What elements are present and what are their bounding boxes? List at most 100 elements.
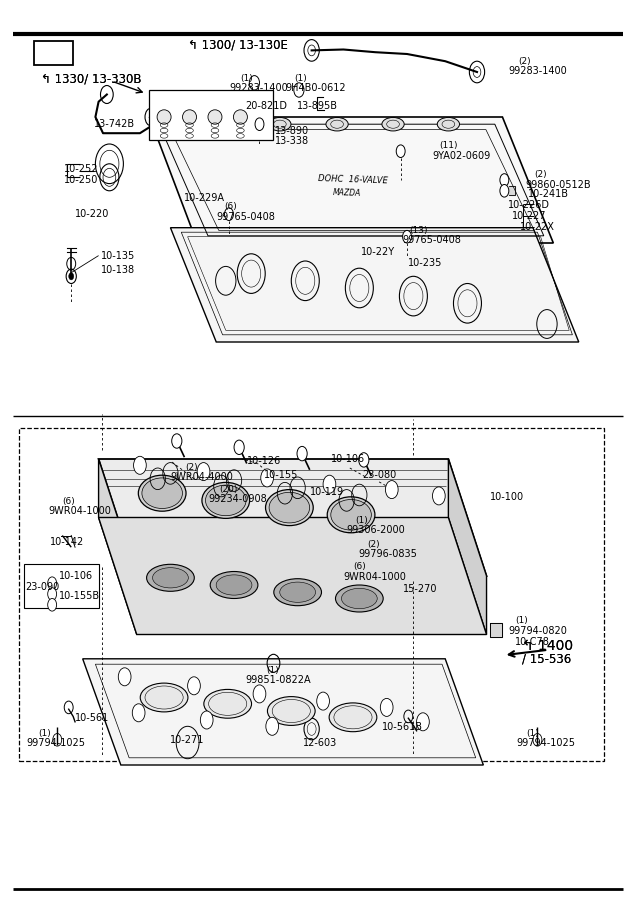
Polygon shape [490,623,502,637]
Text: 9YA02-0609: 9YA02-0609 [432,150,491,161]
Circle shape [297,446,307,461]
Text: (2): (2) [186,463,198,472]
Circle shape [396,145,405,158]
Ellipse shape [327,497,375,533]
Text: 12-603: 12-603 [303,738,337,749]
Text: 13-895B: 13-895B [297,101,338,112]
Text: 10-227: 10-227 [512,211,546,221]
Ellipse shape [183,110,197,124]
Circle shape [200,711,213,729]
Circle shape [294,83,304,97]
Text: 15-270: 15-270 [403,584,438,595]
Text: 10-561: 10-561 [75,713,109,724]
Text: 99283-1400: 99283-1400 [229,83,287,94]
Polygon shape [448,459,487,634]
Text: 23-080: 23-080 [363,470,397,481]
Text: 10-22Y: 10-22Y [361,247,396,257]
Text: 99794-1025: 99794-1025 [27,738,86,749]
Polygon shape [99,518,487,634]
Polygon shape [170,228,579,342]
Text: 10-106: 10-106 [331,454,365,464]
Text: 99794-0820: 99794-0820 [509,626,568,636]
Text: 10-100: 10-100 [490,491,524,502]
Circle shape [500,174,509,186]
Text: 10-155B: 10-155B [59,590,100,601]
Circle shape [48,598,57,611]
Text: 99851-0822A: 99851-0822A [245,675,311,686]
Circle shape [48,577,57,590]
Ellipse shape [269,492,310,523]
Circle shape [48,588,57,600]
Ellipse shape [266,490,314,526]
Text: 10-252: 10-252 [64,164,98,175]
Text: 13-890: 13-890 [275,125,309,136]
Circle shape [323,475,336,493]
Text: 10-220: 10-220 [75,209,109,220]
Text: 10-138: 10-138 [100,265,135,275]
Text: 9H4B0-0612: 9H4B0-0612 [285,83,345,94]
Text: 23-090: 23-090 [25,581,60,592]
Text: ↰ 1400: ↰ 1400 [522,639,572,653]
Text: / 15-536: / 15-536 [522,652,570,665]
Circle shape [380,698,393,716]
Circle shape [385,481,398,499]
Ellipse shape [140,683,188,712]
Bar [149,90,273,140]
Text: 10-142: 10-142 [50,536,84,547]
Ellipse shape [267,697,315,725]
Circle shape [132,704,145,722]
Polygon shape [83,659,483,765]
Ellipse shape [233,110,247,124]
Ellipse shape [215,118,237,131]
Text: (1): (1) [294,74,307,83]
Text: 10-271: 10-271 [170,734,205,745]
Text: (1): (1) [266,666,279,675]
Circle shape [317,692,329,710]
Ellipse shape [153,568,188,588]
Text: 10-250: 10-250 [64,175,98,185]
Bar [24,564,99,608]
Circle shape [249,76,259,90]
Text: ↰ 1330/ 13-330B: ↰ 1330/ 13-330B [41,73,142,86]
Ellipse shape [329,703,377,732]
Circle shape [403,230,411,243]
Polygon shape [99,459,487,576]
Text: 10-229A: 10-229A [184,193,225,203]
Text: 99796-0835: 99796-0835 [359,549,418,560]
Text: 13-742B: 13-742B [94,119,135,130]
Ellipse shape [216,575,252,595]
Text: 10-106: 10-106 [59,571,93,581]
Text: 13-338: 13-338 [275,136,309,147]
Text: (2): (2) [518,57,531,66]
Circle shape [261,469,273,487]
Circle shape [234,440,244,454]
Text: 10-561B: 10-561B [382,722,422,733]
Bar [19,428,604,760]
Text: (13): (13) [410,226,428,235]
Text: (1): (1) [38,729,51,738]
Circle shape [533,734,542,746]
Text: (1): (1) [355,516,368,525]
Text: 9WR04-4000: 9WR04-4000 [170,472,233,482]
Ellipse shape [205,485,246,516]
Ellipse shape [202,482,249,518]
Text: (2): (2) [368,540,380,549]
Text: 10-126: 10-126 [247,455,281,466]
Circle shape [417,713,429,731]
Text: (6): (6) [224,202,237,211]
Text: MAZDA: MAZDA [333,187,361,198]
Text: ↰ 1300/ 13-130E: ↰ 1300/ 13-130E [188,39,287,51]
Text: 99765-0408: 99765-0408 [402,235,461,246]
Circle shape [225,208,233,220]
Circle shape [255,118,264,130]
Text: 99283-1400: 99283-1400 [509,66,567,77]
Text: ↰ 1330/ 13-330B: ↰ 1330/ 13-330B [41,73,142,86]
Text: ↰ 1400: ↰ 1400 [522,639,572,653]
Ellipse shape [336,585,383,612]
Text: 10-226D: 10-226D [508,200,550,211]
Text: 10-22X: 10-22X [520,221,555,232]
Circle shape [69,273,74,280]
Circle shape [266,717,279,735]
Text: 99234-0908: 99234-0908 [209,494,267,505]
Circle shape [253,685,266,703]
